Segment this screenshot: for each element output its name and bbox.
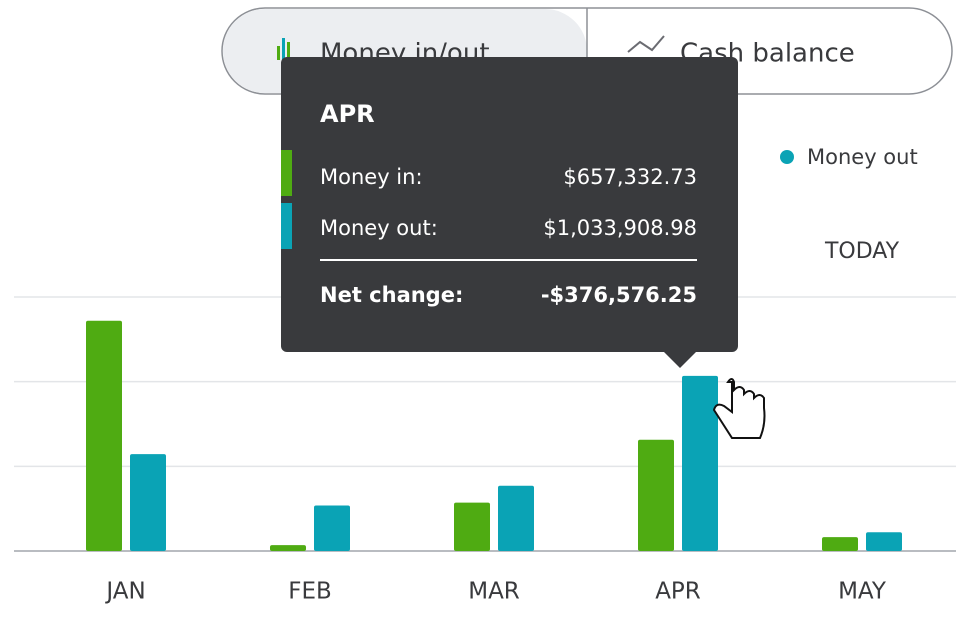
legend-label: Money out — [807, 145, 918, 169]
tooltip-box — [281, 57, 738, 352]
tooltip-arrow — [664, 352, 696, 368]
tooltip-title: APR — [320, 100, 375, 128]
x-tick-label: MAR — [468, 579, 520, 605]
legend-swatch — [780, 150, 794, 164]
bar — [822, 537, 858, 551]
bar — [454, 502, 490, 551]
bar — [682, 375, 718, 551]
bar — [270, 545, 306, 551]
x-tick-label: MAY — [838, 579, 887, 605]
bar — [130, 454, 166, 551]
tooltip-swatch — [281, 203, 292, 249]
tooltip-value: $657,332.73 — [563, 165, 697, 189]
x-tick-label: JAN — [104, 579, 145, 605]
tooltip-net-label: Net change: — [320, 283, 463, 307]
bar — [866, 532, 902, 551]
tooltip-swatch — [281, 150, 292, 196]
bar — [86, 320, 122, 551]
line-icon — [627, 35, 665, 53]
x-tick-label: APR — [655, 579, 701, 605]
cursor — [712, 378, 766, 439]
bar — [638, 439, 674, 551]
x-tick-label: FEB — [288, 579, 332, 605]
bar — [314, 505, 350, 551]
tooltip-label: Money in: — [320, 165, 423, 189]
bar — [498, 485, 534, 551]
tooltip: APR Money in: $657,332.73 Money out: $1,033,… — [281, 57, 766, 439]
tooltip-label: Money out: — [320, 216, 438, 240]
bar-icon — [277, 38, 290, 60]
tooltip-net-value: -$376,576.25 — [541, 283, 697, 307]
tooltip-value: $1,033,908.98 — [543, 216, 697, 240]
annotation: TODAY — [824, 239, 900, 264]
